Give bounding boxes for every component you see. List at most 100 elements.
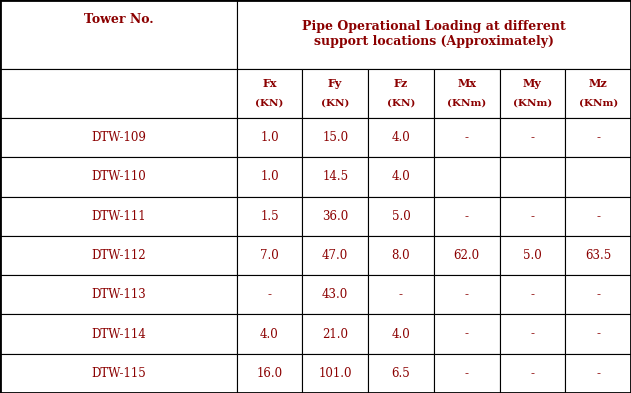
Bar <box>237 118 302 157</box>
Bar <box>565 275 631 314</box>
Bar <box>500 236 565 275</box>
Text: (KN): (KN) <box>256 99 284 108</box>
Bar <box>500 314 565 354</box>
Text: Tower No.: Tower No. <box>83 13 153 26</box>
Bar <box>0 69 237 118</box>
Text: -: - <box>596 131 600 144</box>
Bar <box>368 354 434 393</box>
Text: -: - <box>464 327 469 341</box>
Text: 1.5: 1.5 <box>260 209 279 223</box>
Bar <box>500 354 565 393</box>
Text: DTW-112: DTW-112 <box>91 249 146 262</box>
Text: -: - <box>464 209 469 223</box>
Bar <box>368 275 434 314</box>
Bar <box>302 157 368 196</box>
Text: 47.0: 47.0 <box>322 249 348 262</box>
Bar <box>0 157 237 196</box>
Bar <box>302 69 368 118</box>
Text: 101.0: 101.0 <box>319 367 352 380</box>
Bar <box>302 118 368 157</box>
Bar <box>237 275 302 314</box>
Text: Pipe Operational Loading at different
support locations (Approximately): Pipe Operational Loading at different su… <box>302 20 565 48</box>
Text: DTW-109: DTW-109 <box>91 131 146 144</box>
Text: (KNm): (KNm) <box>513 99 552 108</box>
Text: -: - <box>531 209 534 223</box>
Text: 43.0: 43.0 <box>322 288 348 301</box>
Bar <box>434 157 500 196</box>
Text: Fz: Fz <box>394 78 408 89</box>
Bar <box>302 275 368 314</box>
Bar <box>500 157 565 196</box>
Text: -: - <box>464 288 469 301</box>
Text: 36.0: 36.0 <box>322 209 348 223</box>
Bar <box>565 354 631 393</box>
Bar <box>0 236 237 275</box>
Text: 7.0: 7.0 <box>260 249 279 262</box>
Bar <box>237 314 302 354</box>
Text: Fx: Fx <box>262 78 277 89</box>
Text: 14.5: 14.5 <box>322 170 348 184</box>
Text: 62.0: 62.0 <box>454 249 480 262</box>
Text: DTW-110: DTW-110 <box>91 170 146 184</box>
Text: DTW-113: DTW-113 <box>91 288 146 301</box>
Bar <box>302 196 368 236</box>
Bar <box>0 0 237 69</box>
Text: -: - <box>596 367 600 380</box>
Bar <box>434 314 500 354</box>
Text: 5.0: 5.0 <box>523 249 542 262</box>
Bar <box>565 314 631 354</box>
Text: -: - <box>464 367 469 380</box>
Bar <box>237 0 631 69</box>
Bar <box>237 354 302 393</box>
Text: 1.0: 1.0 <box>260 131 279 144</box>
Text: -: - <box>596 288 600 301</box>
Text: 4.0: 4.0 <box>392 170 410 184</box>
Bar <box>368 196 434 236</box>
Text: DTW-111: DTW-111 <box>91 209 146 223</box>
Text: 4.0: 4.0 <box>392 131 410 144</box>
Text: 5.0: 5.0 <box>392 209 410 223</box>
Text: Mz: Mz <box>589 78 608 89</box>
Text: 8.0: 8.0 <box>392 249 410 262</box>
Text: -: - <box>596 209 600 223</box>
Bar <box>237 157 302 196</box>
Bar <box>237 196 302 236</box>
Bar <box>500 196 565 236</box>
Bar <box>565 118 631 157</box>
Text: -: - <box>531 327 534 341</box>
Text: -: - <box>531 131 534 144</box>
Text: (KNm): (KNm) <box>447 99 487 108</box>
Text: 4.0: 4.0 <box>260 327 279 341</box>
Text: -: - <box>268 288 271 301</box>
Bar <box>368 314 434 354</box>
Bar <box>368 157 434 196</box>
Text: (KNm): (KNm) <box>579 99 618 108</box>
Bar <box>434 236 500 275</box>
Bar <box>500 275 565 314</box>
Text: My: My <box>523 78 542 89</box>
Text: -: - <box>399 288 403 301</box>
Bar <box>368 118 434 157</box>
Text: (KN): (KN) <box>321 99 350 108</box>
Bar <box>434 69 500 118</box>
Bar <box>434 354 500 393</box>
Bar <box>434 118 500 157</box>
Text: 4.0: 4.0 <box>392 327 410 341</box>
Bar <box>500 69 565 118</box>
Bar <box>565 69 631 118</box>
Text: DTW-115: DTW-115 <box>91 367 146 380</box>
Bar <box>0 314 237 354</box>
Bar <box>565 196 631 236</box>
Text: Mx: Mx <box>457 78 476 89</box>
Bar <box>565 157 631 196</box>
Text: 21.0: 21.0 <box>322 327 348 341</box>
Text: (KN): (KN) <box>387 99 415 108</box>
Bar <box>368 236 434 275</box>
Text: 6.5: 6.5 <box>392 367 410 380</box>
Bar <box>368 69 434 118</box>
Bar <box>434 196 500 236</box>
Text: 63.5: 63.5 <box>585 249 611 262</box>
Text: 16.0: 16.0 <box>256 367 283 380</box>
Bar <box>302 236 368 275</box>
Bar <box>434 275 500 314</box>
